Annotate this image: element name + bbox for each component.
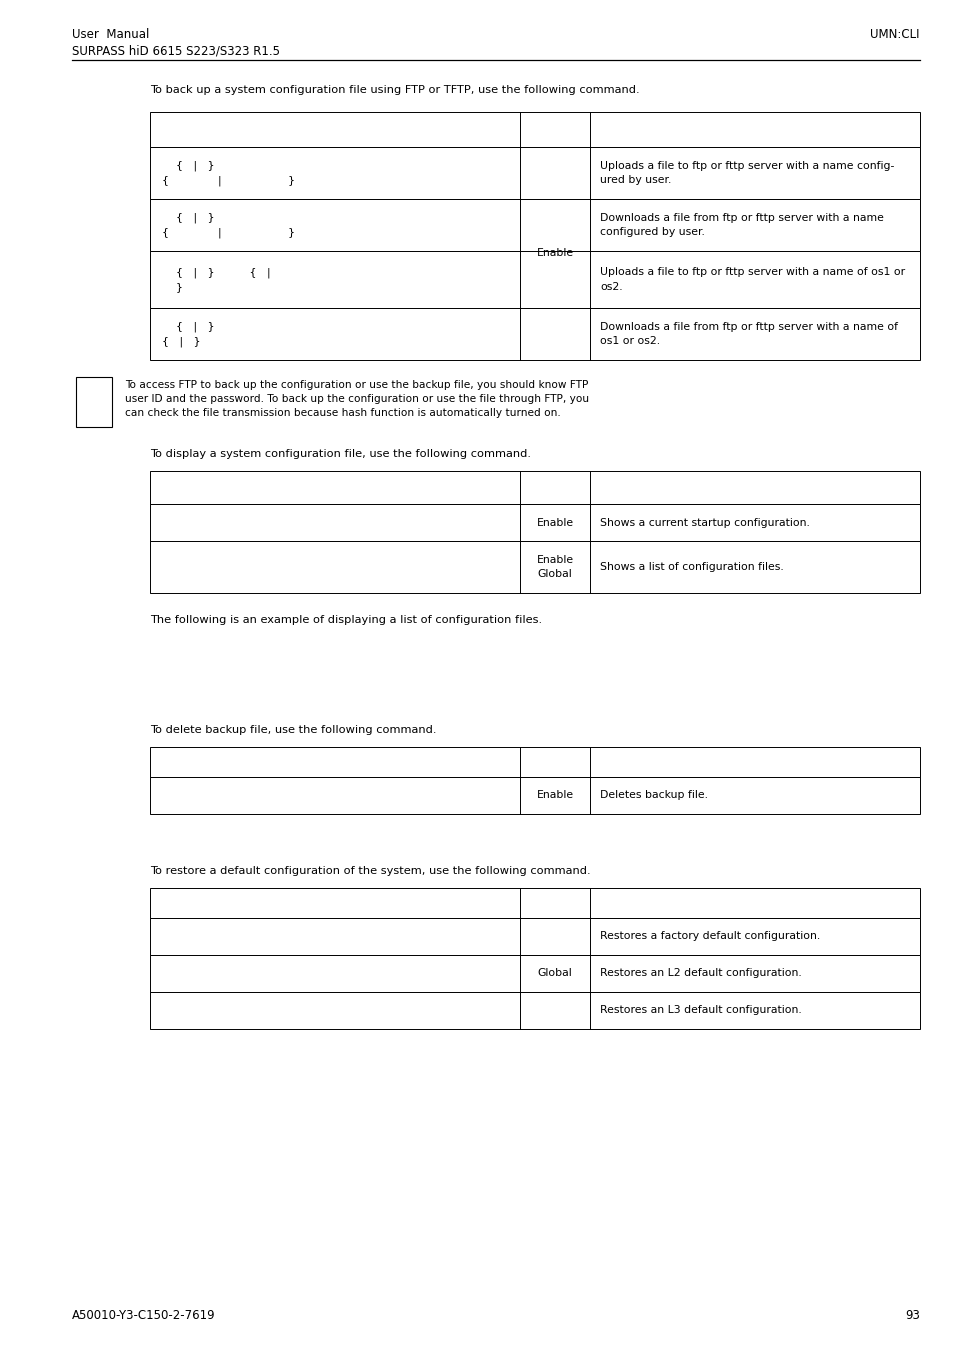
- Text: Enable
Global: Enable Global: [536, 555, 573, 579]
- Bar: [76, 377, 112, 427]
- Bar: [150, 747, 919, 778]
- Text: Deletes backup file.: Deletes backup file.: [599, 791, 707, 801]
- Bar: [150, 308, 919, 360]
- Text: Restores an L2 default configuration.: Restores an L2 default configuration.: [599, 968, 801, 979]
- Text: User  Manual: User Manual: [71, 28, 150, 40]
- Text: Enable: Enable: [536, 248, 573, 258]
- Text: Global: Global: [537, 968, 572, 979]
- Text: Uploads a file to ftp or fttp server with a name config-
ured by user.: Uploads a file to ftp or fttp server wit…: [599, 161, 894, 185]
- Bar: [150, 954, 919, 992]
- Text: {   |   }
{   |   }: { | } { | }: [162, 321, 214, 347]
- Bar: [150, 112, 919, 147]
- Text: To display a system configuration file, use the following command.: To display a system configuration file, …: [150, 450, 531, 459]
- Bar: [150, 918, 919, 954]
- Text: To access FTP to back up the configuration or use the backup file, you should kn: To access FTP to back up the configurati…: [125, 379, 589, 418]
- Text: {   |   }
{              |                   }: { | } { | }: [162, 161, 294, 186]
- Bar: [150, 471, 919, 504]
- Text: To restore a default configuration of the system, use the following command.: To restore a default configuration of th…: [150, 865, 590, 876]
- Text: Restores an L3 default configuration.: Restores an L3 default configuration.: [599, 1006, 801, 1015]
- Text: Uploads a file to ftp or fttp server with a name of os1 or
os2.: Uploads a file to ftp or fttp server wit…: [599, 267, 904, 292]
- Text: To delete backup file, use the following command.: To delete backup file, use the following…: [150, 725, 436, 734]
- Bar: [150, 504, 919, 541]
- Bar: [150, 888, 919, 918]
- Text: Enable: Enable: [536, 791, 573, 801]
- Text: 93: 93: [904, 1310, 919, 1322]
- Bar: [150, 251, 919, 308]
- Text: Enable: Enable: [536, 517, 573, 528]
- Bar: [150, 147, 919, 198]
- Text: A50010-Y3-C150-2-7619: A50010-Y3-C150-2-7619: [71, 1310, 215, 1322]
- Text: The following is an example of displaying a list of configuration files.: The following is an example of displayin…: [150, 616, 541, 625]
- Text: {   |   }
{              |                   }: { | } { | }: [162, 212, 294, 238]
- Text: Restores a factory default configuration.: Restores a factory default configuration…: [599, 931, 820, 941]
- Bar: [150, 541, 919, 593]
- Bar: [150, 778, 919, 814]
- Text: {   |   }          {   |
    }: { | } { | }: [162, 267, 271, 292]
- Text: Shows a current startup configuration.: Shows a current startup configuration.: [599, 517, 809, 528]
- Bar: [150, 992, 919, 1029]
- Text: To back up a system configuration file using FTP or TFTP, use the following comm: To back up a system configuration file u…: [150, 85, 639, 94]
- Bar: [150, 198, 919, 251]
- Text: Downloads a file from ftp or fttp server with a name of
os1 or os2.: Downloads a file from ftp or fttp server…: [599, 321, 897, 346]
- Text: UMN:CLI: UMN:CLI: [869, 28, 919, 40]
- Text: Shows a list of configuration files.: Shows a list of configuration files.: [599, 562, 783, 572]
- Text: Downloads a file from ftp or fttp server with a name
configured by user.: Downloads a file from ftp or fttp server…: [599, 213, 882, 238]
- Text: SURPASS hiD 6615 S223/S323 R1.5: SURPASS hiD 6615 S223/S323 R1.5: [71, 45, 280, 58]
